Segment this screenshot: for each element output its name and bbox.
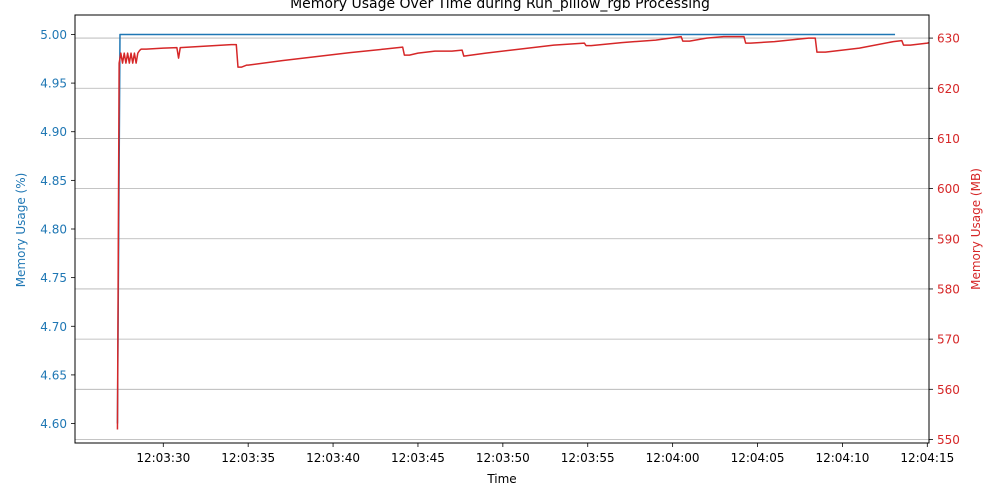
y-left-tick-label: 4.95 bbox=[40, 77, 67, 91]
y-left-tick-label: 5.00 bbox=[40, 28, 67, 42]
x-tick-label: 12:04:15 bbox=[900, 451, 954, 465]
y-right-tick-label: 590 bbox=[937, 232, 960, 246]
x-tick-label: 12:04:00 bbox=[646, 451, 700, 465]
chart-title: Memory Usage Over Time during Run_pillow… bbox=[290, 0, 710, 12]
y-right-tick-label: 610 bbox=[937, 132, 960, 146]
x-tick-label: 12:03:55 bbox=[561, 451, 615, 465]
y-left-tick-label: 4.85 bbox=[40, 174, 67, 188]
x-tick-label: 12:03:45 bbox=[391, 451, 445, 465]
y-left-tick-label: 4.60 bbox=[40, 417, 67, 431]
grid-layer bbox=[75, 37, 929, 440]
x-tick-label: 12:04:10 bbox=[815, 451, 869, 465]
y-left-tick-label: 4.90 bbox=[40, 125, 67, 139]
y-right-tick-label: 630 bbox=[937, 32, 960, 46]
series-line-right bbox=[116, 35, 929, 430]
y-right-tick-label: 600 bbox=[937, 182, 960, 196]
x-axis-label: Time bbox=[486, 472, 516, 486]
x-tick-label: 12:03:30 bbox=[136, 451, 190, 465]
y-axis-right-label: Memory Usage (MB) bbox=[969, 168, 983, 290]
y-right-tick-label: 550 bbox=[937, 433, 960, 447]
y-right-tick-label: 560 bbox=[937, 383, 960, 397]
axis-layer: 12:03:30 12:03:35 12:03:40 12:03:45 12:03:50… bbox=[40, 28, 960, 465]
plot-frame bbox=[74, 14, 930, 444]
y-left-tick-label: 4.65 bbox=[40, 368, 67, 382]
y-left-tick-label: 4.75 bbox=[40, 271, 67, 285]
x-tick-label: 12:03:35 bbox=[221, 451, 275, 465]
x-tick-label: 12:04:05 bbox=[731, 451, 785, 465]
y-right-tick-label: 570 bbox=[937, 333, 960, 347]
y-left-tick-label: 4.80 bbox=[40, 223, 67, 237]
y-right-tick-label: 580 bbox=[937, 282, 960, 296]
series-line-left bbox=[116, 33, 896, 424]
y-right-tick-label: 620 bbox=[937, 82, 960, 96]
x-tick-label: 12:03:40 bbox=[306, 451, 360, 465]
y-axis-left-label: Memory Usage (%) bbox=[14, 173, 28, 288]
series-layer bbox=[116, 33, 929, 430]
y-left-tick-label: 4.70 bbox=[40, 320, 67, 334]
x-tick-label: 12:03:50 bbox=[476, 451, 530, 465]
